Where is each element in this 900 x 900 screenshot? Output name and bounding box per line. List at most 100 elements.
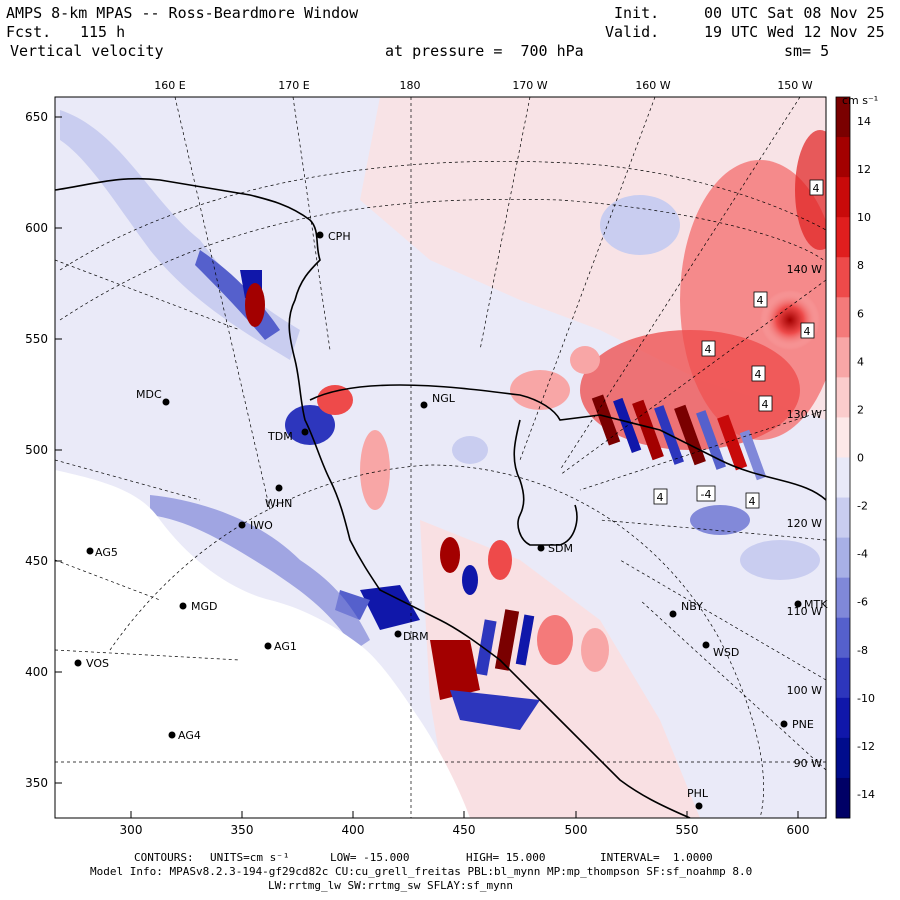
map-title: AMPS 8-km MPAS -- Ross-Beardmore Window: [6, 4, 359, 22]
station-label: IWO: [250, 519, 273, 532]
contour-label: 4: [804, 325, 811, 338]
station-label: MTK: [804, 598, 828, 611]
station-dot: [264, 642, 272, 650]
contour-label: 4: [749, 495, 756, 508]
colorbar-swatch: [836, 777, 850, 819]
y-tick-label: 650: [25, 110, 48, 124]
longitude-label: 150 W: [777, 79, 812, 92]
station-dot: [238, 521, 246, 529]
station-label: AG1: [274, 640, 297, 653]
colorbar-swatch: [836, 97, 850, 138]
colorbar-label: 10: [857, 211, 871, 224]
x-tick-label: 400: [342, 823, 365, 837]
colorbar-swatch: [836, 577, 850, 619]
colorbar-swatch: [836, 697, 850, 739]
station-dot: [275, 484, 283, 492]
vertical-velocity-field: [55, 97, 826, 818]
station-label: DRM: [403, 630, 429, 643]
physics-info: LW:rrtmg_lw SW:rrtmg_sw SFLAY:sf_mynn: [268, 879, 514, 892]
x-tick-label: 350: [231, 823, 254, 837]
weak-ascent-area-south: [420, 520, 700, 818]
valid-label: Valid.: [605, 23, 660, 41]
x-tick-label: 300: [120, 823, 143, 837]
station-label: NBY: [681, 600, 703, 613]
station-dot: [86, 547, 94, 555]
colorbar-label: 0: [857, 452, 864, 465]
subsidence-patch-marie-byrd: [690, 505, 750, 535]
no-data-plateau: [55, 470, 470, 818]
colorbar-swatch: [836, 737, 850, 779]
colorbar-label: -8: [857, 644, 868, 657]
init-time: 00 UTC Sat 08 Nov 25: [704, 4, 885, 22]
longitude-label: 170 W: [512, 79, 547, 92]
colorbar-swatch: [836, 617, 850, 659]
contour-label: 4: [762, 398, 769, 411]
y-tick-label: 450: [25, 554, 48, 568]
station-dot: [669, 610, 677, 618]
station-dot: [179, 602, 187, 610]
y-tick-label: 350: [25, 776, 48, 790]
colorbar-label: 2: [857, 403, 864, 416]
colorbar-label: -14: [857, 788, 875, 801]
model-info: Model Info: MPASv8.2.3-194-gf29cd82c CU:…: [90, 865, 753, 878]
station-dot: [420, 401, 428, 409]
coastline: [55, 177, 826, 818]
colorbar-label: -12: [857, 740, 875, 753]
ascent-maximum: [760, 290, 820, 350]
ascent-terra-nova: [317, 385, 353, 415]
contour-low: LOW= -15.000: [330, 851, 410, 864]
contour-label: 4: [657, 491, 664, 504]
station-label: NGL: [432, 392, 456, 405]
contour-label: 4: [705, 343, 712, 356]
longitude-label: 180: [400, 79, 421, 92]
station-label: PHL: [687, 787, 709, 800]
colorbar-swatch: [836, 177, 850, 218]
colorbar-label: 4: [857, 355, 864, 368]
colorbar: 14 12 10 8 6 4 2 0 -2 -4 -6 -8 -10 -12 -14: [835, 96, 875, 819]
longitude-label: 140 W: [787, 263, 822, 276]
station-dot: [537, 544, 545, 552]
colorbar-swatch: [836, 417, 850, 458]
colorbar-label: 12: [857, 163, 871, 176]
ascent-patch-central: [510, 370, 570, 410]
longitude-label: 130 W: [787, 408, 822, 421]
colorbar-frame: [835, 96, 851, 819]
station-dot: [162, 398, 170, 406]
station-dot: [301, 428, 309, 436]
plot-frame: [54, 96, 827, 819]
longitude-label: 90 W: [794, 757, 822, 770]
y-tick-label: 400: [25, 665, 48, 679]
contour-units: UNITS=cm s⁻¹: [210, 851, 290, 864]
station-dot: [780, 720, 788, 728]
ascent-cell-north: [245, 283, 265, 327]
station-label: WSD: [713, 646, 739, 659]
colorbar-label: 6: [857, 307, 864, 320]
contour-high: HIGH= 15.000: [466, 851, 546, 864]
x-tick-label: 500: [565, 823, 588, 837]
longitude-label: 100 W: [787, 684, 822, 697]
station-dot: [394, 630, 402, 638]
ascent-patch-east: [570, 346, 600, 374]
field-name: Vertical velocity: [10, 42, 164, 60]
station-label: VOS: [86, 657, 109, 670]
colorbar-label: -10: [857, 692, 875, 705]
x-ticks: [130, 811, 799, 818]
graticule: [55, 97, 826, 818]
station-label: WHN: [265, 497, 292, 510]
colorbar-swatch: [836, 257, 850, 298]
ascent-patch-ross: [360, 430, 390, 510]
y-ticks: [55, 116, 62, 784]
station-dot: [695, 802, 703, 810]
smoothing-value: sm= 5: [784, 42, 830, 60]
station-label: MDC: [136, 388, 162, 401]
colorbar-label: -4: [857, 548, 868, 561]
x-tick-label: 450: [453, 823, 476, 837]
x-tick-label: 600: [787, 823, 810, 837]
station-dot: [316, 231, 324, 239]
station-label: AG4: [178, 729, 201, 742]
y-tick-label: 500: [25, 443, 48, 457]
colorbar-swatch: [836, 377, 850, 418]
pressure-level: at pressure = 700 hPa: [385, 42, 584, 60]
y-tick-label: 600: [25, 221, 48, 235]
